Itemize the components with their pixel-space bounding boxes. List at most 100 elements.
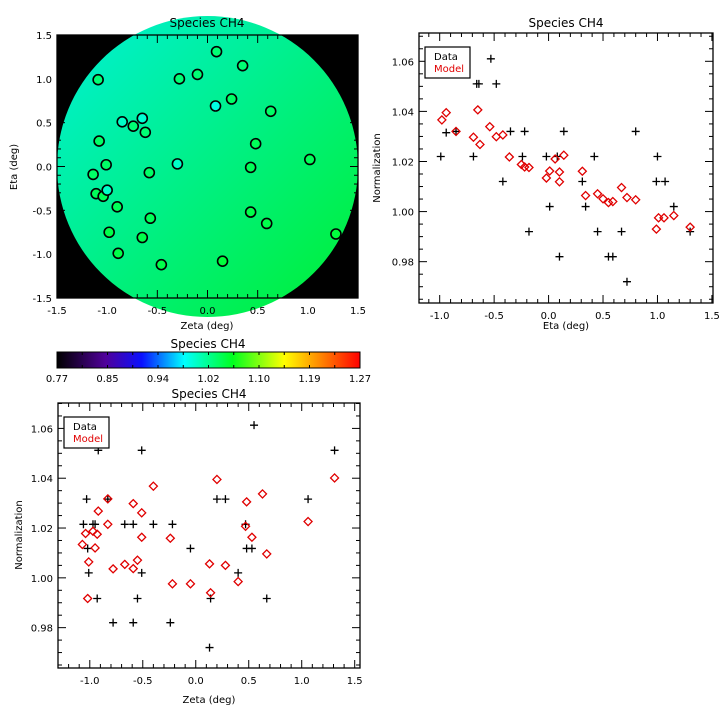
model-point-diamond bbox=[554, 167, 565, 177]
model-point-diamond bbox=[685, 222, 696, 233]
model-point-diamond bbox=[329, 473, 340, 483]
model-point-diamond bbox=[497, 130, 508, 140]
measurement-circle bbox=[225, 93, 238, 105]
y-tick-label: 0.0 bbox=[36, 163, 52, 174]
data-point-plus bbox=[120, 520, 129, 529]
data-point-plus bbox=[83, 544, 92, 553]
measurement-circle bbox=[155, 258, 168, 271]
data-point-plus bbox=[186, 544, 195, 553]
x-tick-label: 0.0 bbox=[200, 306, 216, 317]
measurement-circle bbox=[87, 168, 99, 181]
field-of-view-disk bbox=[57, 16, 358, 317]
y-tick-label: -0.5 bbox=[32, 206, 52, 217]
measurement-circle bbox=[264, 105, 277, 118]
x-tick-label: 1.0 bbox=[300, 306, 316, 317]
model-point-diamond bbox=[592, 188, 603, 199]
measurement-circle bbox=[210, 45, 223, 58]
y-tick-label: 0.98 bbox=[31, 624, 53, 635]
model-point-diamond bbox=[441, 107, 452, 118]
model-point-diamond bbox=[472, 104, 483, 115]
data-point-plus bbox=[578, 177, 587, 186]
y-tick-label: -1.0 bbox=[32, 250, 52, 261]
zeta-normalization-plot: -1.0 -0.5 0.0 0.5 1.0 1.5 0.98 1.00 1.02 1.04 1.06… bbox=[31, 402, 363, 687]
model-point-diamond bbox=[504, 152, 515, 162]
model-point-diamond bbox=[580, 190, 591, 201]
data-point-plus bbox=[262, 594, 271, 603]
model-point-diamond bbox=[102, 519, 113, 530]
model-point-diamond bbox=[167, 578, 178, 589]
legend-model-label: Model bbox=[434, 64, 464, 75]
data-point-plus bbox=[652, 177, 661, 186]
measurement-circle bbox=[139, 126, 152, 139]
model-point-diamond bbox=[205, 587, 216, 598]
y-tick-label: 1.02 bbox=[31, 524, 53, 535]
data-point-plus bbox=[622, 277, 631, 286]
model-point-diamond bbox=[80, 528, 91, 539]
data-point-plus bbox=[469, 152, 478, 161]
model-point-diamond bbox=[233, 576, 244, 587]
model-point-diamond bbox=[524, 162, 534, 173]
data-point-plus bbox=[129, 520, 138, 529]
x-tick-label: 0.5 bbox=[250, 306, 266, 317]
measurement-circle bbox=[171, 158, 184, 170]
model-point-diamond bbox=[246, 532, 257, 543]
data-point-plus bbox=[166, 618, 175, 627]
data-point-plus bbox=[250, 421, 259, 430]
model-point-diamond bbox=[616, 182, 627, 193]
measurement-circle bbox=[111, 201, 123, 213]
x-tick-label: -0.5 bbox=[133, 676, 153, 687]
data-point-plus bbox=[103, 495, 112, 504]
x-tick-label: 0.5 bbox=[241, 676, 257, 687]
model-point-diamond bbox=[90, 543, 101, 553]
plot-frame bbox=[418, 32, 714, 304]
legend-data-label: Data bbox=[434, 52, 458, 63]
model-point-diamond bbox=[261, 549, 272, 559]
measurement-circle bbox=[236, 59, 249, 72]
colorbar-tick-label: 0.77 bbox=[46, 374, 68, 385]
model-point-diamond bbox=[240, 521, 251, 532]
measurement-circle bbox=[191, 68, 204, 81]
legend-box bbox=[63, 416, 110, 449]
data-point-plus bbox=[234, 568, 243, 577]
y-tick-label: 1.06 bbox=[392, 57, 414, 68]
measurement-circle bbox=[100, 158, 112, 171]
data-point-plus bbox=[524, 227, 533, 236]
data-point-plus bbox=[212, 495, 221, 504]
data-point-plus bbox=[247, 544, 256, 553]
y-tick-label: 0.5 bbox=[36, 119, 52, 130]
measurement-circle bbox=[93, 135, 105, 147]
data-point-plus bbox=[133, 594, 142, 603]
data-point-plus bbox=[518, 152, 527, 161]
data-point-plus bbox=[486, 54, 495, 63]
zeta-plot-xlabel: Zeta (deg) bbox=[183, 695, 236, 706]
model-point-diamond bbox=[148, 481, 159, 492]
data-point-plus bbox=[79, 520, 88, 529]
model-point-diamond bbox=[128, 498, 139, 509]
model-point-diamond bbox=[136, 507, 147, 518]
y-tick-label: 1.06 bbox=[31, 424, 53, 435]
data-point-plus bbox=[205, 643, 214, 652]
colorbar-tick-label: 1.19 bbox=[298, 374, 320, 385]
model-point-diamond bbox=[468, 132, 479, 143]
model-point-diamond bbox=[550, 154, 561, 164]
data-point-plus bbox=[593, 227, 602, 236]
colorbar-title: Species CH4 bbox=[170, 337, 245, 351]
y-tick-label: 1.00 bbox=[31, 574, 53, 585]
model-point-diamond bbox=[577, 166, 588, 177]
colorbar-tick-label: 1.27 bbox=[349, 374, 371, 385]
data-point-plus bbox=[608, 252, 617, 261]
data-point-plus bbox=[129, 618, 138, 627]
eta-plot-xlabel: Eta (deg) bbox=[543, 321, 589, 332]
x-tick-label: -1.5 bbox=[47, 306, 67, 317]
y-tick-label: 1.5 bbox=[36, 31, 52, 42]
legend-model-label: Model bbox=[73, 434, 103, 445]
model-point-diamond bbox=[484, 121, 495, 132]
model-point-diamond bbox=[204, 558, 215, 569]
measurement-circle bbox=[244, 161, 257, 174]
colorbar-tick-label: 0.85 bbox=[96, 374, 118, 385]
data-point-plus bbox=[542, 152, 551, 161]
plot-frame bbox=[57, 402, 361, 669]
model-point-diamond bbox=[77, 539, 88, 550]
measurement-circle bbox=[244, 206, 257, 218]
measurement-circle bbox=[101, 184, 113, 196]
